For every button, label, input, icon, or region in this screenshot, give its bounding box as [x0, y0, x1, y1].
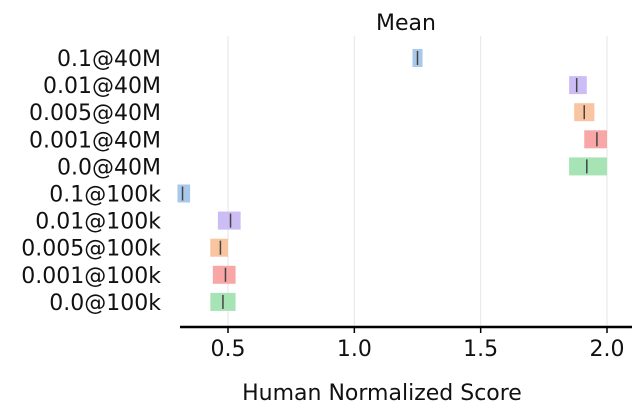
category-label: 0.0@100k [49, 291, 161, 316]
category-label: 0.1@40M [57, 47, 161, 72]
category-label: 0.01@100k [35, 210, 161, 235]
x-axis-ticks: 0.5 1.0 1.5 2.0 [211, 327, 625, 362]
interval-bar [212, 265, 236, 284]
grid-layer [227, 36, 608, 327]
interval-bar [217, 211, 241, 230]
interval-bar [177, 184, 191, 203]
category-label: 0.005@100k [21, 237, 161, 262]
category-label: 0.0@40M [57, 155, 161, 180]
x-axis-title: Human Normalized Score [242, 381, 522, 406]
category-label: 0.001@100k [21, 264, 161, 289]
interval-bar [569, 76, 587, 95]
category-label: 0.1@100k [49, 183, 161, 208]
x-tick-label: 0.5 [211, 337, 246, 362]
interval-bar [569, 157, 607, 176]
x-tick-label: 2.0 [590, 337, 625, 362]
x-tick-label: 1.0 [337, 337, 372, 362]
category-label: 0.001@40M [29, 128, 161, 153]
category-label: 0.005@40M [29, 101, 161, 126]
x-tick-label: 1.5 [463, 337, 498, 362]
interval-bar [584, 130, 607, 149]
category-label: 0.01@40M [43, 74, 161, 99]
interval-layer [177, 49, 607, 311]
chart-title: Mean [376, 11, 436, 36]
category-labels: 0.1@40M0.01@40M0.005@40M0.001@40M0.0@40M… [21, 47, 161, 316]
interval-bar [210, 238, 228, 257]
